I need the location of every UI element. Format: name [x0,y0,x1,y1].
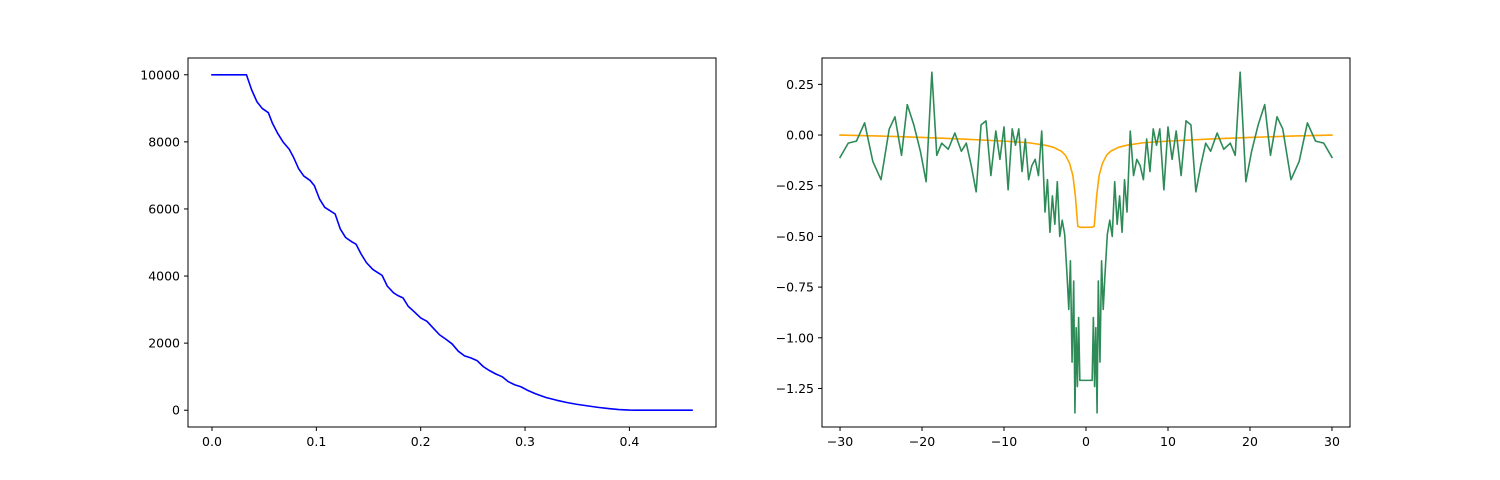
right-series-green-line [838,71,1334,414]
left-x-tick-label: 0.0 [202,434,222,449]
right-y-tick-label: −0.50 [776,229,814,244]
right-series-orange-line [839,134,1333,229]
left-y-tick-label: 0 [172,403,180,418]
left-y-tick-label: 4000 [148,269,180,284]
right-y-tick-label: 0.25 [786,77,814,92]
right-x-tick-label: −10 [991,434,1017,449]
right-x-tick-label: 20 [1242,434,1258,449]
left-y-tick-label: 2000 [148,336,180,351]
right-x-tick-label: 0 [1082,434,1090,449]
left-axes-frame [187,57,717,428]
left-y-tick-label: 10000 [140,67,180,82]
right-y-tick-label: 0.00 [786,128,814,143]
left-series-blue-line [211,73,693,412]
right-y-tick-label: −0.25 [776,178,814,193]
right-x-tick-label: −30 [827,434,853,449]
right-chart: −30 −20 −10 0 10 20 30 0.25 0.00 −0.25 −0.50 −0.75 −… [776,57,1351,449]
left-chart: 0.0 0.1 0.2 0.3 0.4 0 2000 4000 6000 8000 10000 [140,57,717,449]
right-y-tick-label: −1.00 [776,330,814,345]
left-y-tick-label: 6000 [148,201,180,216]
right-y-tick-label: −1.25 [776,381,814,396]
left-x-tick-label: 0.3 [515,434,535,449]
right-x-tick-label: 10 [1160,434,1176,449]
left-x-tick-label: 0.2 [411,434,431,449]
right-x-tick-label: −20 [909,434,935,449]
left-x-tick-label: 0.4 [619,434,639,449]
left-x-tick-label: 0.1 [306,434,326,449]
right-x-tick-label: 30 [1324,434,1340,449]
left-y-tick-label: 8000 [148,134,180,149]
right-y-tick-label: −0.75 [776,280,814,295]
